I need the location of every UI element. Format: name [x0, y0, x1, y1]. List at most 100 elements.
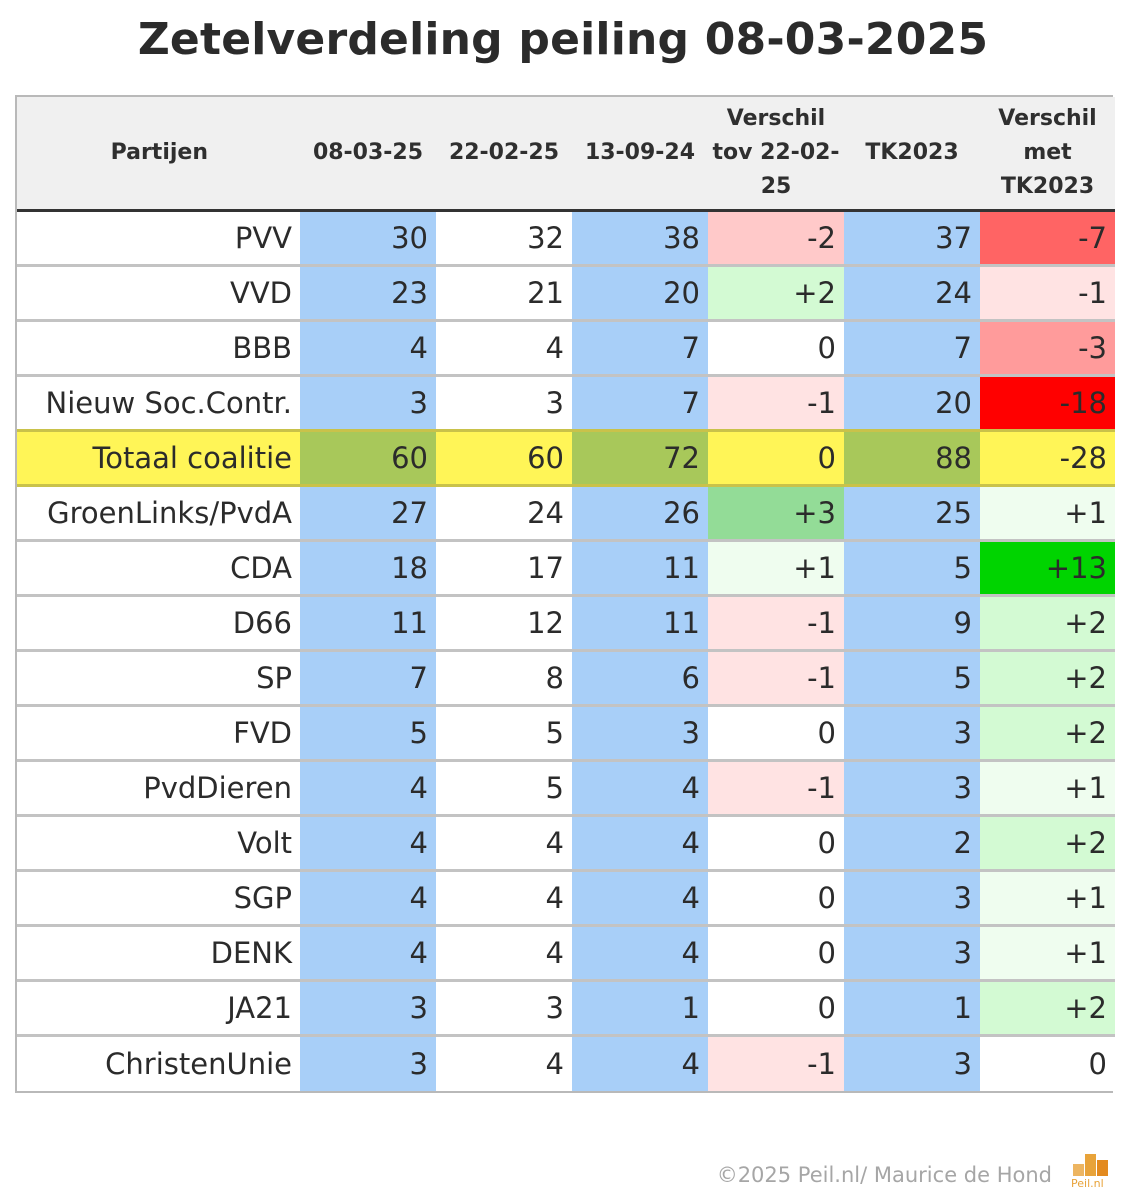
table-row: PvdDieren 4 5 4 -1 3 +1	[17, 759, 1115, 816]
poll-13-09-24-cell: 72	[572, 429, 708, 487]
header-label-line: Verschil	[726, 106, 826, 131]
party-name-cell: GroenLinks/PvdA	[17, 484, 300, 541]
diff-tk2023-cell: -1	[980, 264, 1115, 321]
header-13-09-24: 13-09-24	[572, 97, 708, 212]
poll-08-03-25-cell: 4	[300, 319, 436, 376]
header-verschil-tk2023: Verschil met TK2023	[980, 97, 1115, 212]
diff-prev-cell: -1	[708, 594, 844, 651]
tk2023-cell: 5	[844, 539, 980, 596]
table-row: D66 11 12 11 -1 9 +2	[17, 594, 1115, 651]
diff-tk2023-cell: 0	[980, 1034, 1115, 1091]
poll-22-02-25-cell: 12	[436, 594, 572, 651]
party-name-cell: VVD	[17, 264, 300, 321]
diff-prev-cell: 0	[708, 704, 844, 761]
diff-tk2023-cell: +1	[980, 484, 1115, 541]
poll-22-02-25-cell: 60	[436, 429, 572, 487]
table-row: GroenLinks/PvdA 27 24 26 +3 25 +1	[17, 484, 1115, 541]
party-name-cell: BBB	[17, 319, 300, 376]
poll-13-09-24-cell: 3	[572, 704, 708, 761]
table-row: DENK 4 4 4 0 3 +1	[17, 924, 1115, 981]
logo-bar-icon	[1097, 1160, 1108, 1176]
diff-tk2023-cell: -28	[980, 429, 1115, 487]
poll-22-02-25-cell: 24	[436, 484, 572, 541]
poll-08-03-25-cell: 27	[300, 484, 436, 541]
diff-tk2023-cell: +2	[980, 979, 1115, 1036]
poll-08-03-25-cell: 18	[300, 539, 436, 596]
tk2023-cell: 24	[844, 264, 980, 321]
party-name-cell: PvdDieren	[17, 759, 300, 816]
header-label-line: 22-02-25	[448, 140, 560, 165]
table-body: PVV 30 32 38 -2 37 -7 VVD 23 21 20 +2 24 -1 BBB 4 4 7 0 7 -3…	[17, 210, 1115, 1091]
poll-22-02-25-cell: 4	[436, 924, 572, 981]
poll-22-02-25-cell: 4	[436, 1034, 572, 1091]
poll-22-02-25-cell: 17	[436, 539, 572, 596]
table-row: Volt 4 4 4 0 2 +2	[17, 814, 1115, 871]
table-row: SP 7 8 6 -1 5 +2	[17, 649, 1115, 706]
diff-prev-cell: +1	[708, 539, 844, 596]
diff-prev-cell: -1	[708, 759, 844, 816]
diff-tk2023-cell: +2	[980, 594, 1115, 651]
header-label-line: 13-09-24	[584, 140, 696, 165]
header-label-line: 08-03-25	[312, 140, 424, 165]
poll-08-03-25-cell: 5	[300, 704, 436, 761]
poll-08-03-25-cell: 23	[300, 264, 436, 321]
poll-08-03-25-cell: 7	[300, 649, 436, 706]
diff-prev-cell: 0	[708, 869, 844, 926]
diff-tk2023-cell: +2	[980, 704, 1115, 761]
tk2023-cell: 25	[844, 484, 980, 541]
diff-tk2023-cell: +1	[980, 869, 1115, 926]
poll-22-02-25-cell: 3	[436, 374, 572, 431]
header-22-02-25: 22-02-25	[436, 97, 572, 212]
diff-prev-cell: +3	[708, 484, 844, 541]
coalition-total-row: Totaal coalitie 60 60 72 0 88 -28	[17, 429, 1115, 487]
tk2023-cell: 3	[844, 704, 980, 761]
logo-bar-icon	[1073, 1164, 1084, 1176]
poll-08-03-25-cell: 60	[300, 429, 436, 487]
poll-22-02-25-cell: 32	[436, 210, 572, 266]
party-name-cell: Totaal coalitie	[17, 429, 300, 487]
diff-tk2023-cell: +1	[980, 924, 1115, 981]
diff-tk2023-cell: +2	[980, 649, 1115, 706]
poll-13-09-24-cell: 7	[572, 319, 708, 376]
peil-logo: Peil.nl	[1071, 1150, 1111, 1190]
diff-prev-cell: 0	[708, 319, 844, 376]
diff-tk2023-cell: +1	[980, 759, 1115, 816]
party-name-cell: Volt	[17, 814, 300, 871]
table-row: BBB 4 4 7 0 7 -3	[17, 319, 1115, 376]
tk2023-cell: 2	[844, 814, 980, 871]
poll-13-09-24-cell: 4	[572, 814, 708, 871]
tk2023-cell: 88	[844, 429, 980, 487]
seat-distribution-table: Partijen 08-03-25 22-02-25 13-09-24 Verschil…	[15, 95, 1115, 1093]
poll-08-03-25-cell: 3	[300, 1034, 436, 1091]
header-label-line: Partijen	[110, 140, 208, 165]
poll-08-03-25-cell: 30	[300, 210, 436, 266]
logo-bar-icon	[1085, 1154, 1096, 1176]
header-label-line: tov 22-02-	[712, 140, 840, 165]
poll-13-09-24-cell: 11	[572, 539, 708, 596]
table-row: JA21 3 3 1 0 1 +2	[17, 979, 1115, 1036]
diff-prev-cell: -1	[708, 649, 844, 706]
poll-08-03-25-cell: 4	[300, 924, 436, 981]
header-partijen: Partijen	[17, 97, 300, 212]
diff-prev-cell: 0	[708, 429, 844, 487]
tk2023-cell: 3	[844, 924, 980, 981]
table-row: FVD 5 5 3 0 3 +2	[17, 704, 1115, 761]
header-08-03-25: 08-03-25	[300, 97, 436, 212]
table-row: VVD 23 21 20 +2 24 -1	[17, 264, 1115, 321]
tk2023-cell: 20	[844, 374, 980, 431]
tk2023-cell: 3	[844, 759, 980, 816]
tk2023-cell: 1	[844, 979, 980, 1036]
poll-08-03-25-cell: 3	[300, 374, 436, 431]
party-name-cell: CDA	[17, 539, 300, 596]
header-label-line: 25	[760, 174, 792, 199]
poll-08-03-25-cell: 4	[300, 759, 436, 816]
diff-tk2023-cell: +2	[980, 814, 1115, 871]
poll-08-03-25-cell: 4	[300, 814, 436, 871]
poll-13-09-24-cell: 6	[572, 649, 708, 706]
tk2023-cell: 9	[844, 594, 980, 651]
header-label-line: TK2023	[865, 140, 959, 165]
diff-prev-cell: +2	[708, 264, 844, 321]
poll-13-09-24-cell: 26	[572, 484, 708, 541]
diff-prev-cell: 0	[708, 814, 844, 871]
diff-prev-cell: 0	[708, 979, 844, 1036]
